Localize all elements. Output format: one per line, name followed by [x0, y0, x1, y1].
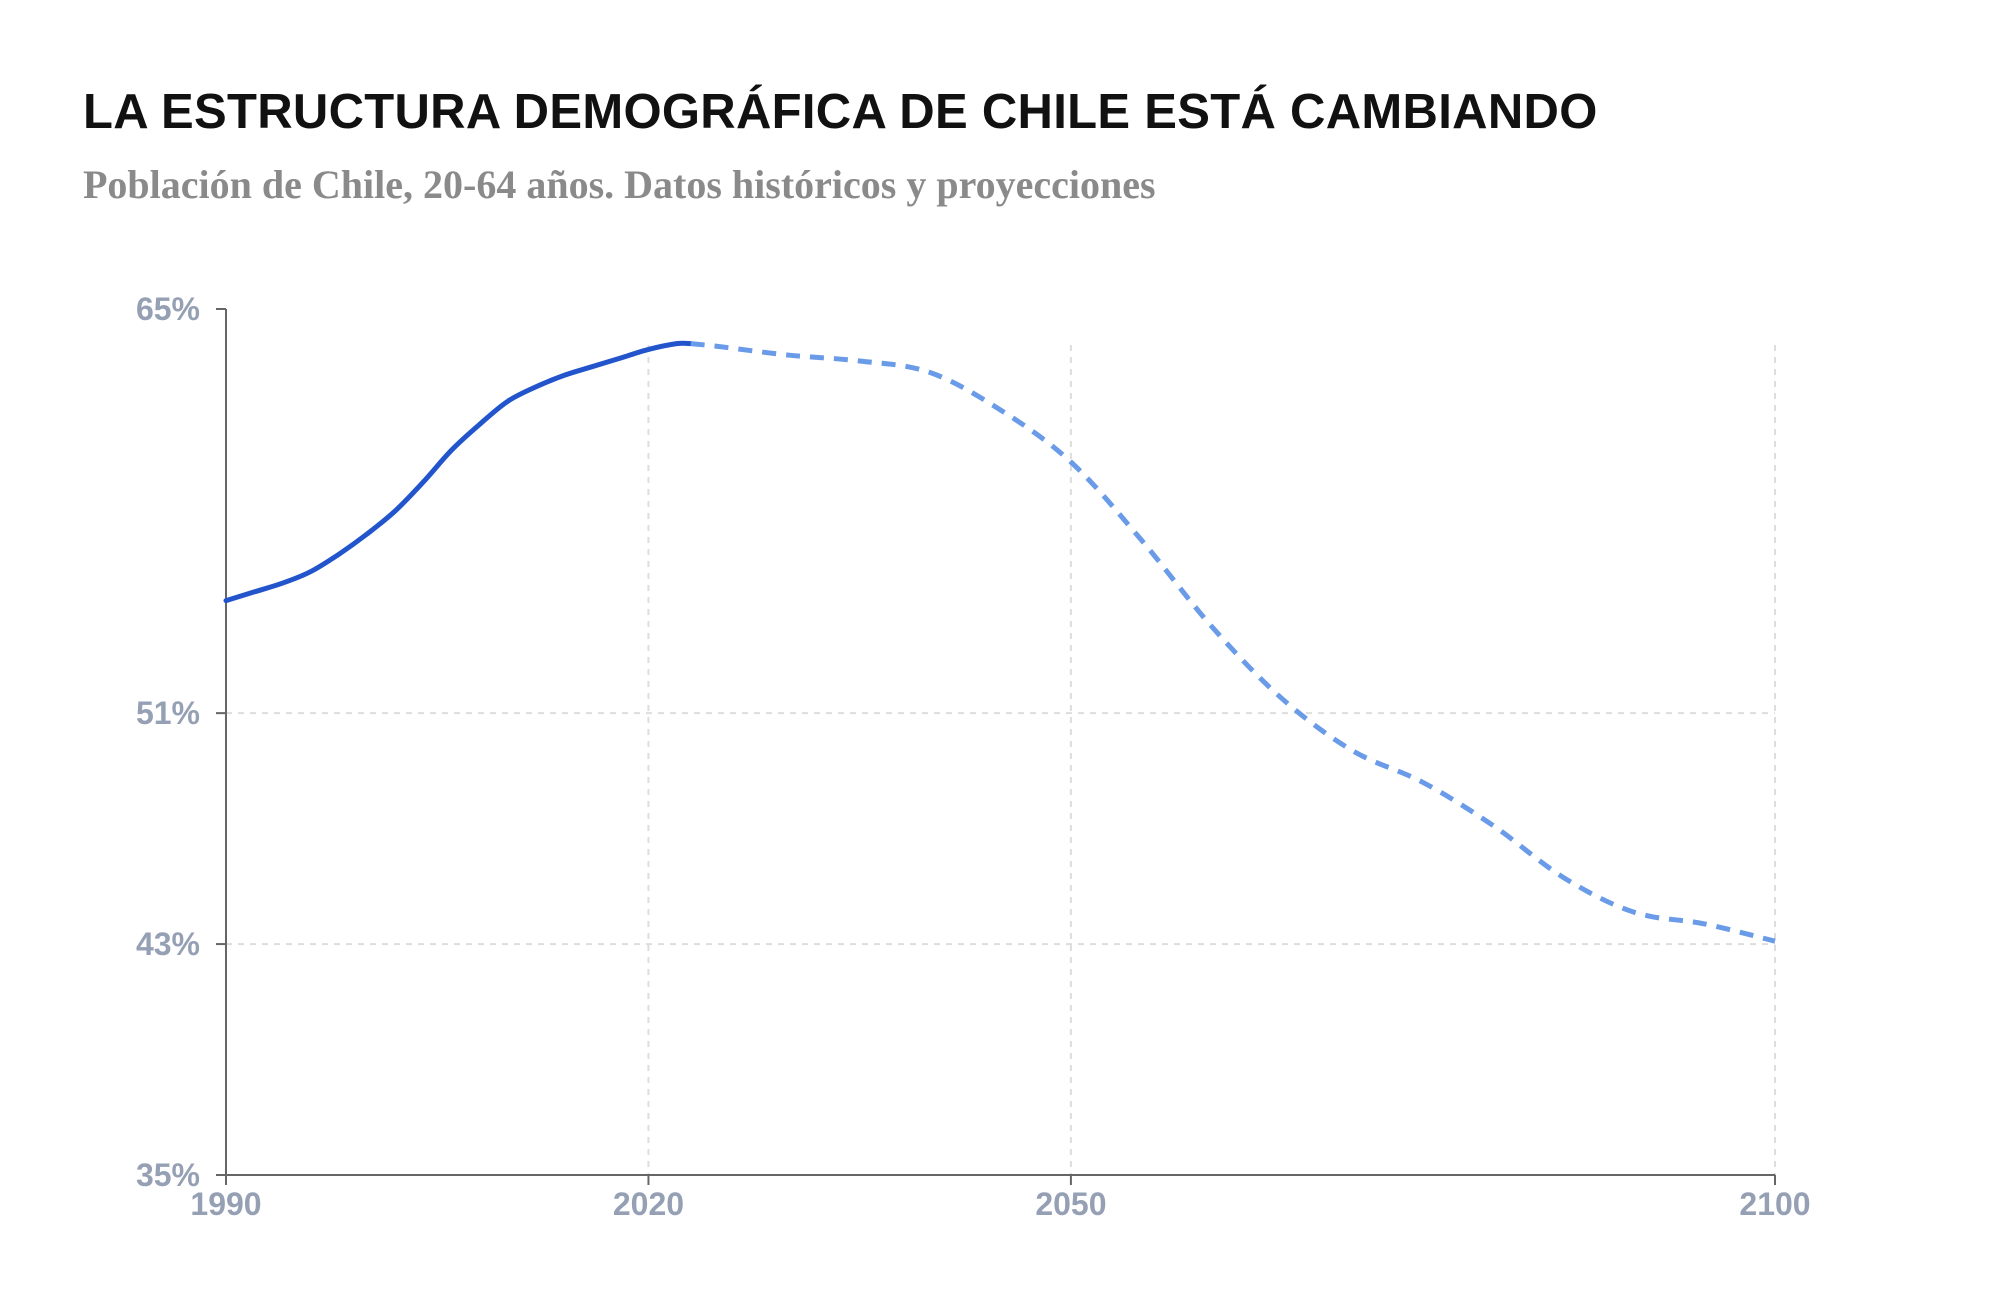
x-tick-label: 1990 [190, 1186, 261, 1222]
y-tick-label: 51% [136, 695, 200, 731]
x-tick-label: 2050 [1035, 1186, 1106, 1222]
chart-title: LA ESTRUCTURA DEMOGRÁFICA DE CHILE ESTÁ … [83, 85, 1598, 139]
grid-lines [226, 345, 1776, 1175]
y-tick-label: 65% [136, 291, 200, 327]
tick-labels: 35% 43% 51% 65% 1990 2020 2050 2100 [136, 291, 1811, 1222]
y-tick-label: 43% [136, 926, 200, 962]
axes [216, 308, 1776, 1185]
x-tick-label: 2020 [613, 1186, 684, 1222]
projection-series-line [690, 341, 1776, 944]
y-tick-label: 35% [136, 1157, 200, 1193]
x-tick-label: 2100 [1739, 1186, 1810, 1222]
chart-subtitle: Población de Chile, 20-64 años. Datos hi… [83, 162, 1156, 207]
series-lines [223, 340, 1776, 944]
historical-series-line [223, 340, 694, 604]
